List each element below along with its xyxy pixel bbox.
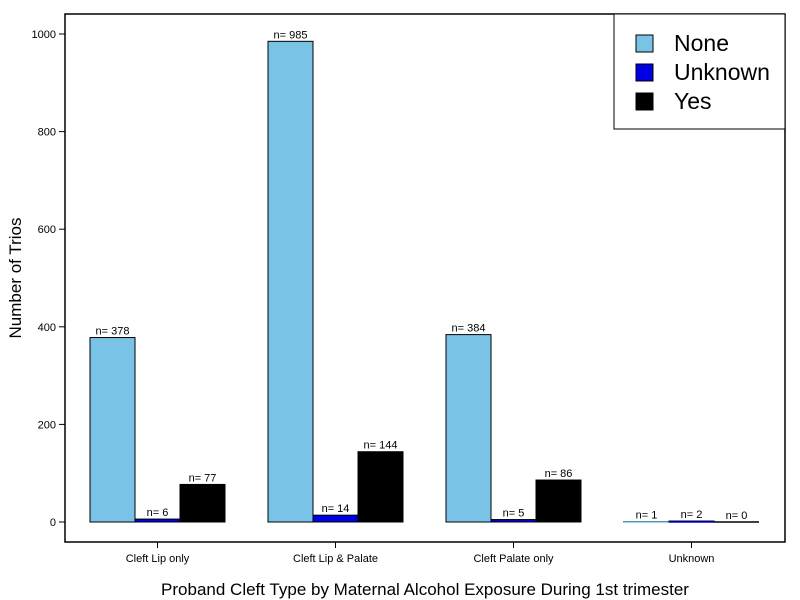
legend-swatch-unknown [635, 63, 654, 82]
x-tick-label: Cleft Lip only [126, 553, 190, 565]
bar-unknown-1 [312, 514, 359, 523]
legend: None Unknown Yes [613, 13, 786, 130]
x-axis-title: Proband Cleft Type by Maternal Alcohol E… [161, 580, 689, 599]
bar-none-2 [445, 334, 492, 523]
bar-none-0 [89, 337, 136, 523]
legend-label-none: None [674, 30, 729, 56]
y-tick-label: 400 [38, 322, 56, 334]
bar-yes-0 [179, 483, 226, 523]
data-label: n= 0 [726, 510, 748, 522]
bar-yes-1 [357, 451, 404, 523]
y-axis-title: Number of Trios [6, 218, 25, 339]
y-tick-label: 0 [50, 517, 56, 529]
data-label: n= 144 [364, 440, 398, 452]
bar-unknown-2 [490, 519, 537, 523]
data-label: n= 384 [452, 323, 486, 335]
axes: 0 200 400 600 800 1000 Cleft Lip only Cleft Lip… [32, 29, 715, 565]
data-label: n= 86 [545, 468, 573, 480]
legend-label-unknown: Unknown [674, 59, 770, 85]
data-label: n= 77 [189, 472, 217, 484]
plot-frame [64, 13, 786, 543]
x-tick-label: Cleft Palate only [473, 553, 554, 565]
legend-label-yes: Yes [674, 88, 712, 114]
x-tick-label: Cleft Lip & Palate [293, 553, 378, 565]
x-tick-label: Unknown [669, 553, 715, 565]
bar-yes-2 [535, 479, 582, 523]
bars-layer: n= 378 n= 6 n= 77 n= 985 n= 14 n= 144 n= 384 n=… [89, 29, 759, 523]
legend-swatch-none [635, 34, 654, 53]
y-tick-label: 600 [38, 224, 56, 236]
y-tick-label: 1000 [32, 29, 56, 41]
data-label: n= 6 [147, 507, 169, 519]
data-label: n= 378 [96, 326, 130, 338]
y-tick-label: 800 [38, 127, 56, 139]
legend-swatch-yes [635, 92, 654, 111]
bar-unknown-0 [134, 518, 181, 523]
y-tick-label: 200 [38, 419, 56, 431]
data-label: n= 14 [322, 503, 350, 515]
data-label: n= 2 [681, 509, 703, 521]
bar-none-1 [267, 40, 314, 523]
data-label: n= 1 [636, 510, 658, 522]
data-label: n= 5 [503, 508, 525, 520]
data-label: n= 985 [274, 29, 308, 41]
